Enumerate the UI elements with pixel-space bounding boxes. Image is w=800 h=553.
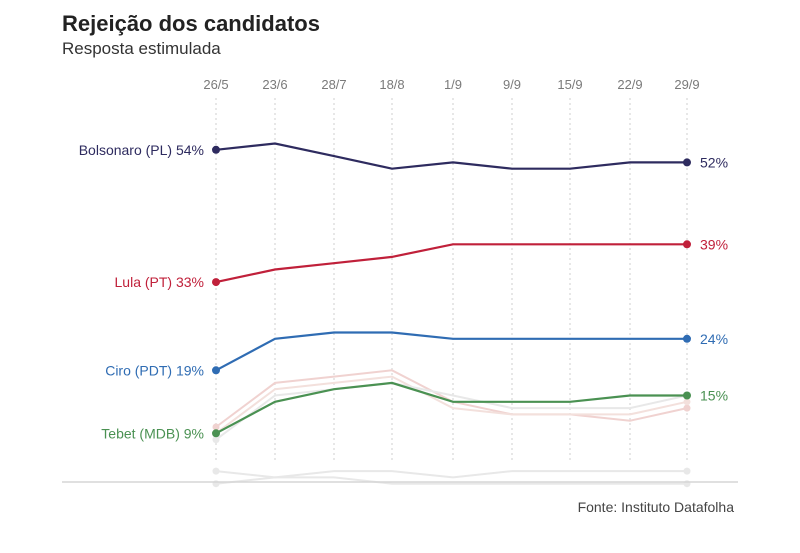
source-note: Fonte: Instituto Datafolha: [578, 499, 735, 515]
series-start-label: Bolsonaro (PL) 54%: [79, 142, 204, 158]
x-tick-label: 29/9: [674, 77, 699, 92]
x-tick-label: 15/9: [557, 77, 582, 92]
series-end-label: 52%: [700, 154, 728, 170]
series-end-label: 24%: [700, 331, 728, 347]
series-end-point: [683, 240, 691, 249]
background-series-line: [215, 476, 687, 485]
series-start-point: [212, 278, 220, 287]
series-end-point: [683, 158, 691, 167]
series-end-point: [683, 391, 691, 400]
series-start-label: Ciro (PDT) 19%: [105, 362, 204, 378]
x-tick-label: 18/8: [379, 77, 404, 92]
x-tick-label: 9/9: [503, 77, 521, 92]
chart-subtitle: Resposta estimulada: [62, 39, 221, 58]
series-start-point: [212, 366, 220, 375]
series-start-label: Lula (PT) 33%: [115, 274, 204, 290]
main-series: [212, 142, 691, 438]
x-tick-label: 26/5: [203, 77, 228, 92]
x-tick-label: 22/9: [617, 77, 642, 92]
x-tick-label: 1/9: [444, 77, 462, 92]
background-start-point: [212, 436, 220, 444]
series-line: [215, 142, 687, 170]
x-tick-label: 23/6: [262, 77, 287, 92]
background-start-point: [212, 423, 220, 431]
series-line: [215, 243, 687, 284]
series-start-label: Tebet (MDB) 9%: [101, 425, 204, 441]
series-end-label: 39%: [700, 236, 728, 252]
series-end-label: 15%: [700, 388, 728, 404]
series-labels: Bolsonaro (PL) 54% 52% Lula (PT) 33% 39% Cir…: [79, 142, 728, 441]
x-tick-label: 28/7: [321, 77, 346, 92]
chart-title: Rejeição dos candidatos: [62, 11, 320, 36]
series-start-point: [212, 429, 220, 438]
background-end-point: [683, 404, 691, 412]
x-axis-ticks: 26/5 23/6 28/7 18/8 1/9 9/9 15/9 22/9 29/9: [203, 77, 699, 92]
background-series-line: [215, 375, 688, 435]
series-end-point: [683, 334, 691, 343]
series-start-point: [212, 145, 220, 154]
background-series: [212, 369, 691, 488]
background-start-point: [212, 467, 220, 475]
series-line: [215, 331, 687, 372]
background-end-point: [683, 467, 691, 475]
background-end-point: [683, 398, 691, 406]
background-series-line: [215, 381, 688, 441]
background-series-line: [215, 470, 687, 479]
series-line: [215, 381, 687, 435]
